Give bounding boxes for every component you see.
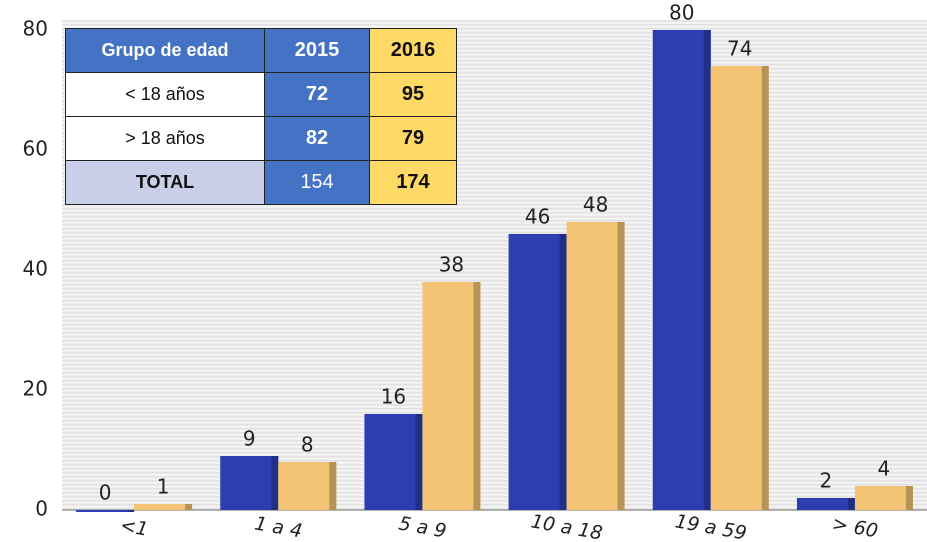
bar-side (473, 282, 481, 510)
header-cell: Grupo de edad (65, 28, 265, 73)
bar (220, 456, 279, 510)
table-row: < 18 años 72 95 (65, 72, 457, 117)
cell: 72 (264, 72, 370, 117)
bar (76, 510, 135, 512)
row-label: TOTAL (65, 160, 265, 205)
data-label: 16 (381, 385, 406, 409)
bar (854, 486, 913, 510)
bar (134, 504, 193, 510)
data-label: 38 (439, 253, 464, 277)
x-tick-label: 5 a 9 (397, 513, 448, 542)
bar-side (415, 414, 423, 510)
bar-side (703, 30, 711, 510)
bar-side (761, 66, 769, 510)
summary-table: Grupo de edad 2015 2016 < 18 años 72 95 … (65, 28, 457, 205)
x-tick-label: > 60 (830, 513, 879, 542)
y-tick-label: 0 (35, 497, 48, 521)
cell: 95 (369, 72, 457, 117)
y-tick-label: 60 (23, 137, 48, 161)
bar (710, 66, 769, 510)
data-label: 1 (157, 475, 170, 499)
data-label: 2 (820, 469, 833, 493)
header-cell: 2015 (264, 28, 370, 73)
data-label: 8 (301, 433, 314, 457)
y-tick-label: 40 (23, 257, 48, 281)
cell: 79 (369, 116, 457, 161)
row-label: < 18 años (65, 72, 265, 117)
data-label: 46 (525, 205, 550, 229)
data-label: 74 (727, 37, 752, 61)
x-tick-label: 1 a 4 (253, 513, 304, 542)
y-tick-label: 80 (23, 17, 48, 41)
bar-side (617, 222, 625, 510)
table-row: > 18 años 82 79 (65, 116, 457, 161)
bar (508, 234, 567, 510)
bar-side (127, 510, 135, 512)
table-row: TOTAL 154 174 (65, 160, 457, 205)
bar (278, 462, 337, 510)
data-label: 4 (878, 457, 891, 481)
data-label: 80 (669, 1, 694, 25)
cell: 174 (369, 160, 457, 205)
x-tick-label: <1 (118, 514, 149, 541)
bar (422, 282, 481, 510)
bar (566, 222, 625, 510)
bar-side (185, 504, 193, 510)
y-tick-label: 20 (23, 377, 48, 401)
data-label: 48 (583, 193, 608, 217)
header-cell: 2016 (369, 28, 457, 73)
bar (364, 414, 423, 510)
bar-side (329, 462, 337, 510)
cell: 82 (264, 116, 370, 161)
bar-side (905, 486, 913, 510)
x-tick-label: 19 a 59 (673, 510, 748, 542)
bar (652, 30, 711, 510)
bar (796, 498, 855, 510)
table-header: Grupo de edad 2015 2016 (65, 28, 457, 73)
cell: 154 (264, 160, 370, 205)
data-label: 0 (99, 481, 112, 505)
data-label: 9 (243, 427, 256, 451)
x-tick-label: 10 a 18 (529, 510, 604, 542)
bar-side (271, 456, 279, 510)
row-label: > 18 años (65, 116, 265, 161)
bar-side (847, 498, 855, 510)
bar-side (559, 234, 567, 510)
